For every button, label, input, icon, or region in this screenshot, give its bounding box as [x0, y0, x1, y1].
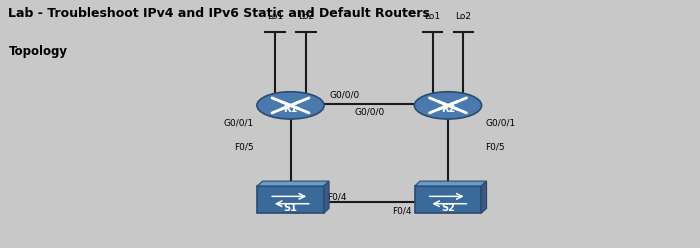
- Ellipse shape: [414, 92, 482, 119]
- Text: F0/5: F0/5: [234, 142, 253, 151]
- Text: Lo1: Lo1: [267, 12, 284, 21]
- Text: G0/0/1: G0/0/1: [485, 119, 515, 128]
- Text: S2: S2: [441, 203, 455, 213]
- Polygon shape: [258, 181, 329, 186]
- Text: G0/0/0: G0/0/0: [355, 107, 385, 117]
- Ellipse shape: [257, 92, 324, 119]
- Polygon shape: [482, 181, 486, 213]
- Text: Lo2: Lo2: [298, 12, 314, 21]
- Text: S1: S1: [284, 203, 298, 213]
- Polygon shape: [414, 181, 486, 186]
- Text: R1: R1: [284, 104, 298, 115]
- Text: G0/0/0: G0/0/0: [330, 91, 360, 100]
- Text: Lab - Troubleshoot IPv4 and IPv6 Static and Default Routers: Lab - Troubleshoot IPv4 and IPv6 Static …: [8, 7, 430, 20]
- Text: Lo1: Lo1: [424, 12, 441, 21]
- Text: G0/0/1: G0/0/1: [223, 119, 253, 128]
- FancyBboxPatch shape: [258, 186, 323, 213]
- Text: F0/5: F0/5: [485, 142, 505, 151]
- Text: Lo2: Lo2: [456, 12, 471, 21]
- Polygon shape: [323, 181, 329, 213]
- Text: R2: R2: [441, 104, 455, 115]
- Text: Topology: Topology: [8, 45, 67, 58]
- Text: F0/4: F0/4: [392, 206, 412, 216]
- FancyBboxPatch shape: [414, 186, 482, 213]
- Text: F0/4: F0/4: [328, 192, 346, 201]
